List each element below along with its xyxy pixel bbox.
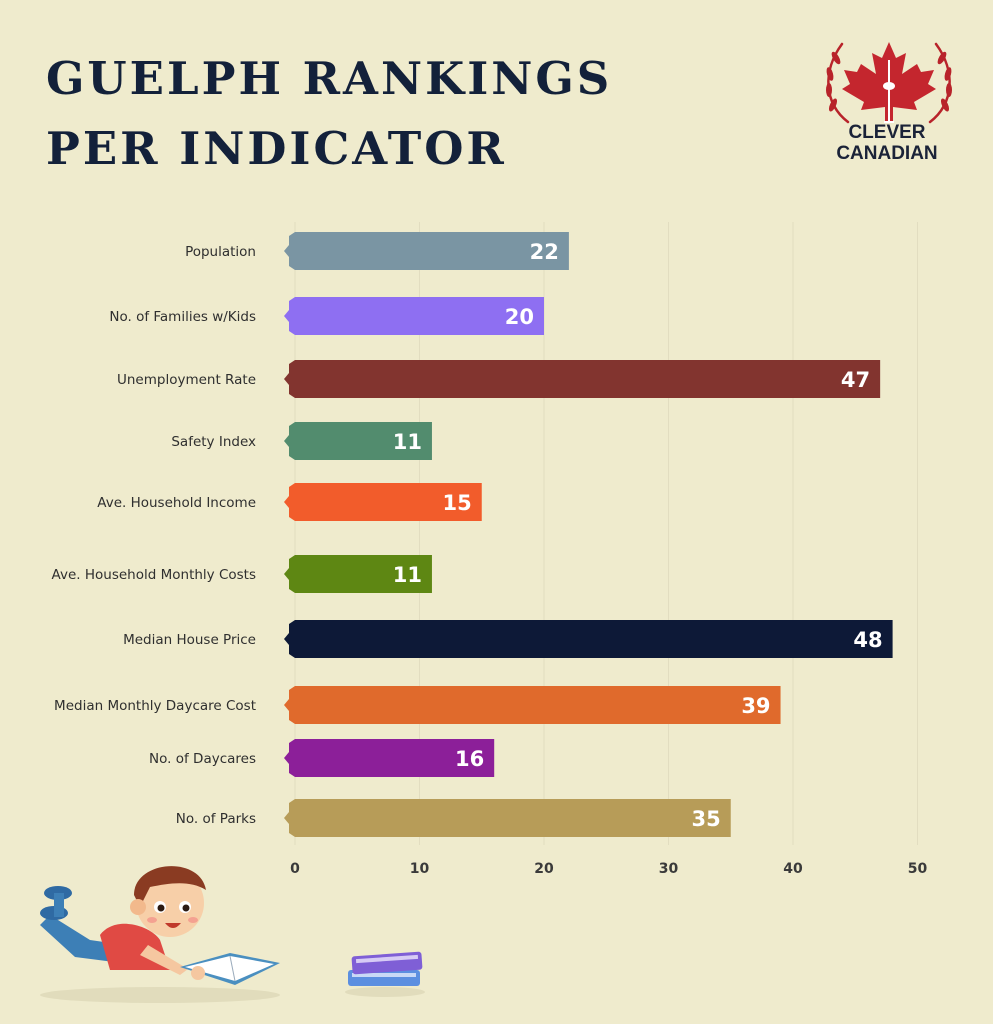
bar-value-label: 22 xyxy=(530,240,559,264)
bar-value-label: 11 xyxy=(393,430,422,454)
bar-cap xyxy=(284,686,295,724)
category-label: Unemployment Rate xyxy=(117,372,256,388)
bar-cap xyxy=(284,555,295,593)
bar-cap xyxy=(284,483,295,521)
bar xyxy=(295,422,432,460)
bar-value-label: 16 xyxy=(455,747,484,771)
maple-leaf-icon xyxy=(826,42,952,124)
category-label: Safety Index xyxy=(171,434,256,450)
x-tick-label: 30 xyxy=(659,861,679,877)
bar-cap xyxy=(284,360,295,398)
bar-value-label: 39 xyxy=(741,694,770,718)
x-tick-label: 0 xyxy=(290,861,300,877)
bar-value-label: 11 xyxy=(393,563,422,587)
category-label: No. of Families w/Kids xyxy=(109,309,256,325)
book-stack-illustration xyxy=(345,951,425,997)
category-label: No. of Parks xyxy=(176,811,256,827)
category-label: Population xyxy=(185,244,256,260)
title-line-2: PER INDICATOR xyxy=(46,122,507,175)
bar-cap xyxy=(284,620,295,658)
bar xyxy=(295,620,893,658)
logo-text-clever: CLEVER xyxy=(848,122,926,143)
bar-value-label: 35 xyxy=(692,807,721,831)
bar-cap xyxy=(284,799,295,837)
bar xyxy=(295,686,781,724)
title-line-1: GUELPH RANKINGS xyxy=(46,52,613,105)
category-label: No. of Daycares xyxy=(149,751,256,767)
bar-value-label: 20 xyxy=(505,305,534,329)
bar xyxy=(295,232,569,270)
page-title: GUELPH RANKINGS PER INDICATOR xyxy=(46,44,612,184)
bar-value-label: 15 xyxy=(443,491,472,515)
bar-cap xyxy=(284,739,295,777)
bar-cap xyxy=(284,297,295,335)
category-label: Ave. Household Income xyxy=(97,495,256,511)
x-tick-label: 40 xyxy=(783,861,803,877)
bar xyxy=(295,360,881,398)
logo-text-canadian: CANADIAN xyxy=(836,143,938,164)
bar xyxy=(295,297,544,335)
x-tick-label: 50 xyxy=(908,861,928,877)
bar-cap xyxy=(284,232,295,270)
bar xyxy=(295,555,432,593)
bar-value-label: 48 xyxy=(853,628,882,652)
child-reading-illustration xyxy=(40,866,280,1003)
category-label: Median Monthly Daycare Cost xyxy=(54,698,256,714)
bar xyxy=(295,483,482,521)
x-tick-label: 20 xyxy=(534,861,554,877)
category-label: Ave. Household Monthly Costs xyxy=(52,567,256,583)
bar xyxy=(295,739,495,777)
bar xyxy=(295,799,731,837)
x-tick-label: 10 xyxy=(410,861,430,877)
bar-cap xyxy=(284,422,295,460)
bar-value-label: 47 xyxy=(841,368,870,392)
category-label: Median House Price xyxy=(123,632,256,648)
